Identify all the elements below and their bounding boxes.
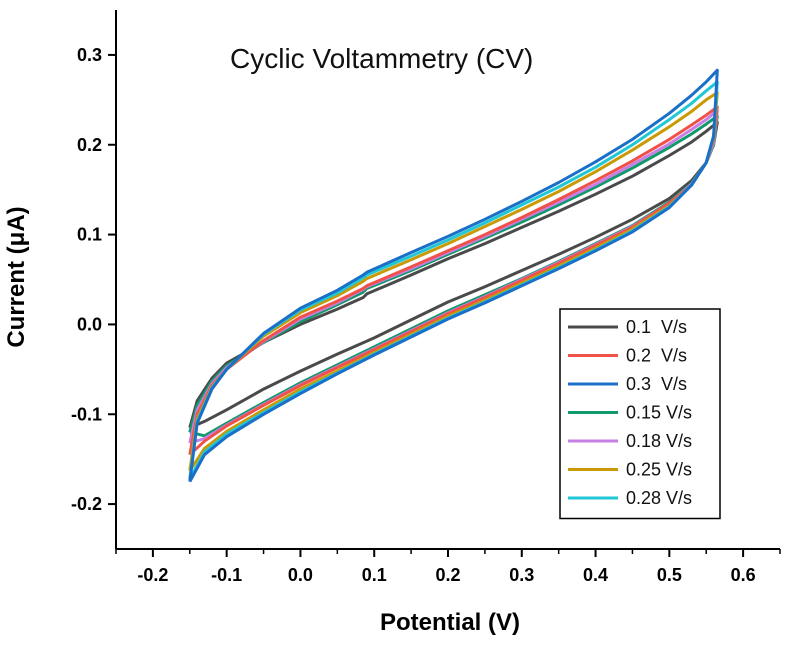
x-tick-label: -0.1 (211, 565, 242, 585)
y-tick-label: -0.2 (71, 494, 102, 514)
x-tick-label: 0.5 (657, 565, 682, 585)
axis-ticks-group: -0.2 -0.1 0.0 0.1 0.2 0.3 -0.2 -0.1 0.0 0.1 0.2 0.3… (71, 45, 781, 585)
y-tick-label: 0.3 (77, 45, 102, 65)
legend-label: 0.3 V/s (626, 374, 687, 394)
x-tick-label: 0.6 (731, 565, 756, 585)
legend: 0.1 V/s 0.2 V/s 0.3 V/s 0.15 V/s 0.18 V/s 0.2… (559, 308, 721, 520)
series-line-6 (188, 91, 719, 472)
chart-title: Cyclic Voltammetry (CV) (230, 43, 533, 74)
legend-label: 0.25 V/s (626, 460, 692, 480)
series-line-1 (188, 120, 719, 430)
x-tick-label: 0.3 (509, 565, 534, 585)
series-line-3 (188, 68, 719, 483)
y-axis-title: Current (μA) (3, 206, 30, 347)
x-tick-label: 0.2 (435, 565, 460, 585)
legend-label: 0.1 V/s (626, 317, 687, 337)
legend-label: 0.2 V/s (626, 346, 687, 366)
series-line-2 (188, 105, 719, 456)
y-tick-label: -0.1 (71, 404, 102, 424)
y-tick-label: 0.1 (77, 225, 102, 245)
x-axis-title: Potential (V) (380, 609, 520, 636)
x-tick-label: -0.2 (137, 565, 168, 585)
series-line-4 (188, 114, 719, 438)
x-tick-label: 0.1 (362, 565, 387, 585)
legend-label: 0.15 V/s (626, 403, 692, 423)
y-tick-label: 0.2 (77, 135, 102, 155)
x-tick-label: 0.4 (583, 565, 608, 585)
y-tick-label: 0.0 (77, 314, 102, 334)
legend-label: 0.28 V/s (626, 488, 692, 508)
plot-series-group (188, 68, 719, 483)
legend-label: 0.18 V/s (626, 431, 692, 451)
x-tick-label: 0.0 (288, 565, 313, 585)
